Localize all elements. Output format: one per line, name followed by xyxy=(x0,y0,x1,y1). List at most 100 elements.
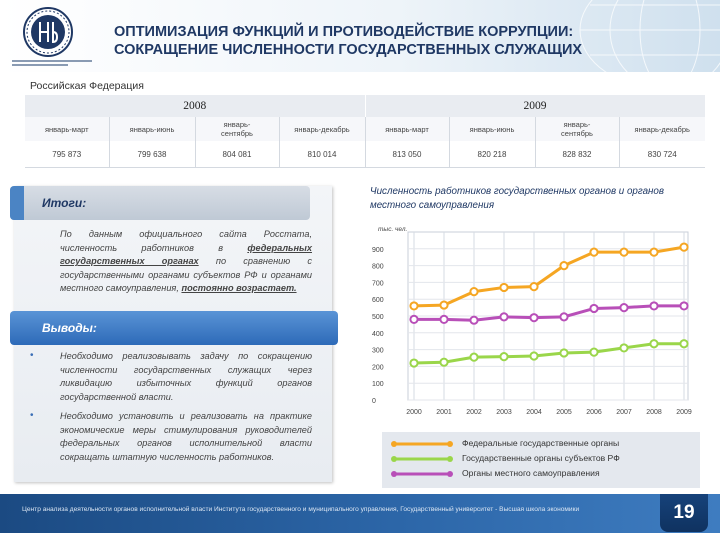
data-point xyxy=(439,314,449,324)
data-point xyxy=(649,301,659,311)
itogi-text-bold1: федеральных государственных органах xyxy=(60,242,312,267)
slide-title-line1: ОПТИМИЗАЦИЯ ФУНКЦИЙ И ПРОТИВОДЕЙСТВИЕ КО… xyxy=(114,24,574,40)
y-tick-label: 700 xyxy=(372,280,384,287)
period-cell-text: январь-июнь xyxy=(469,124,515,134)
legend-label-regional: Государственные органы субъектов РФ xyxy=(462,453,620,463)
data-point xyxy=(619,247,629,257)
period-cell-text: январь-март xyxy=(44,124,89,134)
y-tick-label: 400 xyxy=(372,331,384,338)
slide-title: ОПТИМИЗАЦИЯ ФУНКЦИЙ И ПРОТИВОДЕЙСТВИЕ КО… xyxy=(114,23,644,59)
x-tick-label: 2005 xyxy=(556,409,572,416)
table-period-row: январь-март январь-июнь январь-сентябрь янв… xyxy=(25,117,705,141)
value-cell: 795 873 xyxy=(25,141,110,168)
y-tick-label: 500 xyxy=(372,314,384,321)
period-cell: январь-декабрь xyxy=(279,117,366,141)
value-cell: 830 724 xyxy=(619,141,705,168)
data-point xyxy=(409,314,419,324)
itogi-heading: Итоги: xyxy=(42,196,87,210)
legend-label-municipal: Органы местного самоуправления xyxy=(462,468,600,478)
data-point xyxy=(679,242,689,252)
data-point xyxy=(649,247,659,257)
period-cell: январь-март xyxy=(25,117,110,141)
data-point xyxy=(679,339,689,349)
data-point xyxy=(559,348,569,358)
logo-caption xyxy=(12,60,92,68)
period-cell-text: январь-июнь xyxy=(129,124,175,134)
period-cell: январь-сентябрь xyxy=(195,117,280,141)
y-tick-label: 600 xyxy=(372,297,384,304)
data-point xyxy=(589,247,599,257)
x-tick-label: 2003 xyxy=(496,409,512,416)
vyvody-heading-bar: Выводы: xyxy=(10,311,338,345)
legend-label-federal: Федеральные государственные органы xyxy=(462,438,620,448)
value-cell: 820 218 xyxy=(449,141,536,168)
period-cell-text: январь-декабрь xyxy=(634,124,690,134)
table-year-row: 2008 2009 xyxy=(25,95,706,117)
itogi-tab-marker xyxy=(10,186,24,220)
data-point xyxy=(649,339,659,349)
x-tick-label: 2004 xyxy=(526,409,542,416)
value-cell: 813 050 xyxy=(365,141,450,168)
series-line xyxy=(414,304,684,322)
university-logo-icon xyxy=(23,7,73,57)
data-point xyxy=(559,261,569,271)
legend-swatch-regional xyxy=(391,456,453,462)
employees-line-chart: 0 100 200 300 400 500 600 700 800 900 тыс. чел. 200… xyxy=(372,226,692,416)
value-cell: 828 832 xyxy=(535,141,620,168)
employees-table: 2008 2009 январь-март январь-июнь январь-с… xyxy=(25,95,706,168)
itogi-text-part1: По данным официального сайта Росстата, ч… xyxy=(60,229,312,253)
data-point xyxy=(439,300,449,310)
data-point xyxy=(469,352,479,362)
data-point xyxy=(559,312,569,322)
y-tick-label: 100 xyxy=(372,381,384,388)
data-point xyxy=(679,301,689,311)
period-cell: январь-декабрь xyxy=(619,117,705,141)
vyvody-bullet-2: Необходимо установить и реализовать на п… xyxy=(60,411,312,462)
slide-footer: Центр анализа деятельности органов испол… xyxy=(0,494,720,540)
data-point xyxy=(439,357,449,367)
period-cell: январь-июнь xyxy=(109,117,196,141)
value-cell: 810 014 xyxy=(279,141,366,168)
footer-bottom-strip xyxy=(0,533,720,540)
value-cell: 804 081 xyxy=(195,141,280,168)
series-line xyxy=(413,245,685,308)
x-tick-label: 2008 xyxy=(646,409,662,416)
itogi-heading-bar: Итоги: xyxy=(10,186,310,220)
data-point xyxy=(529,351,539,361)
x-tick-label: 2009 xyxy=(676,409,692,416)
period-cell-text: январь- xyxy=(223,120,251,129)
x-tick-label: 2002 xyxy=(466,409,482,416)
data-point xyxy=(499,282,509,293)
data-point xyxy=(469,287,479,297)
page-number-badge: 19 xyxy=(660,494,708,532)
data-point xyxy=(409,301,419,311)
data-point xyxy=(529,313,539,323)
x-tick-label: 2007 xyxy=(616,409,632,416)
itogi-text: По данным официального сайта Росстата, ч… xyxy=(60,228,312,296)
year-2009-header: 2009 xyxy=(365,95,706,117)
bullet-marker: • xyxy=(30,410,34,421)
value-cell: 799 638 xyxy=(109,141,196,168)
period-cell-text: январь- xyxy=(563,120,591,129)
y-tick-label: 0 xyxy=(372,398,376,405)
itogi-text-part2: по сравнению с государственными органами… xyxy=(60,256,312,294)
period-cell-text: январь-декабрь xyxy=(294,124,350,134)
period-cell: январь-сентябрь xyxy=(535,117,620,141)
y-tick-label: 800 xyxy=(372,264,384,271)
table-value-row: 795 873 799 638 804 081 810 014 813 050 820 2… xyxy=(25,141,705,168)
y-tick-label: 900 xyxy=(372,247,384,254)
y-axis-label: тыс. чел. xyxy=(378,226,407,233)
data-point xyxy=(589,347,599,357)
period-cell: январь-июнь xyxy=(449,117,536,141)
vyvody-bullet-1: Необходимо реализовывать задачу по сокра… xyxy=(60,351,312,402)
period-cell-text: январь-март xyxy=(385,124,429,134)
data-point xyxy=(409,358,419,368)
globe-decoration-icon xyxy=(579,0,720,72)
data-point xyxy=(499,352,509,362)
vyvody-heading: Выводы: xyxy=(42,321,97,335)
slide-header: ОПТИМИЗАЦИЯ ФУНКЦИЙ И ПРОТИВОДЕЙСТВИЕ КО… xyxy=(0,0,720,72)
period-cell-text: сентябрь xyxy=(561,129,593,138)
y-tick-label: 300 xyxy=(372,348,384,355)
data-point xyxy=(619,343,629,353)
legend-swatch-municipal xyxy=(391,471,453,477)
